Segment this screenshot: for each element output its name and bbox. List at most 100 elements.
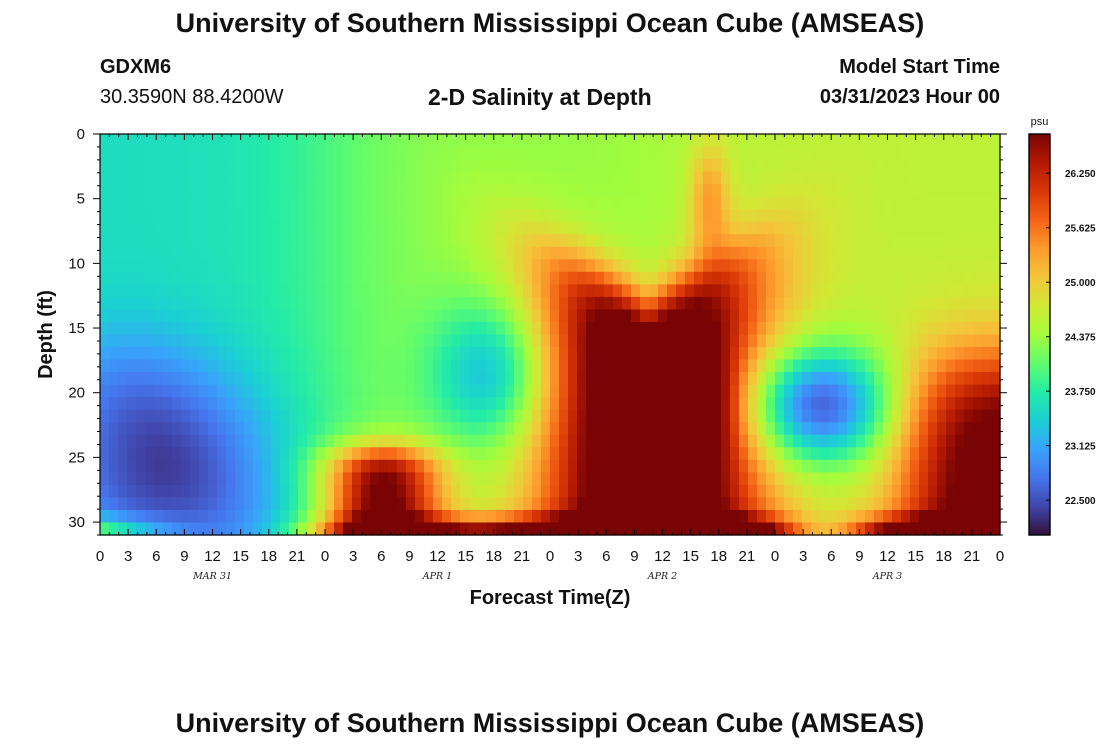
x-tick-label: 3 — [799, 548, 807, 565]
heatmap-cell — [379, 184, 389, 198]
heatmap-cell — [649, 434, 659, 448]
heatmap-cell — [262, 171, 272, 185]
heatmap-cell — [730, 184, 740, 198]
heatmap-cell — [649, 497, 659, 511]
heatmap-cell — [298, 509, 308, 524]
heatmap-cell — [982, 472, 992, 486]
heatmap-cell — [424, 209, 434, 223]
heatmap-cell — [316, 334, 326, 348]
heatmap-cell — [658, 422, 668, 436]
heatmap-cell — [190, 434, 200, 448]
heatmap-cell — [190, 271, 200, 285]
heatmap-cell — [649, 296, 659, 311]
heatmap-cell — [487, 347, 497, 361]
heatmap-cell — [235, 509, 245, 524]
heatmap-cell — [505, 196, 515, 210]
heatmap-cell — [595, 384, 605, 398]
heatmap-cell — [658, 221, 668, 235]
heatmap-cell — [937, 159, 947, 173]
heatmap-cell — [784, 234, 794, 248]
heatmap-cell — [307, 359, 317, 373]
heatmap-cell — [460, 159, 470, 173]
heatmap-cell — [532, 271, 542, 285]
heatmap-cell — [766, 184, 776, 198]
heatmap-cell — [919, 334, 929, 348]
heatmap-cell — [838, 284, 848, 298]
heatmap-cell — [181, 447, 191, 461]
heatmap-cell — [199, 334, 209, 348]
heatmap-cell — [469, 146, 479, 160]
heatmap-cell — [541, 447, 551, 461]
heatmap-cell — [757, 159, 767, 173]
heatmap-cell — [847, 134, 857, 148]
heatmap-cell — [289, 347, 299, 361]
heatmap-cell — [415, 397, 425, 411]
heatmap-cell — [928, 334, 938, 348]
heatmap-cell — [343, 221, 353, 235]
y-axis-label: Depth (ft) — [35, 290, 57, 379]
heatmap-cell — [730, 259, 740, 273]
heatmap-cell — [919, 321, 929, 336]
heatmap-cell — [100, 246, 110, 260]
heatmap-cell — [919, 384, 929, 398]
heatmap-cell — [991, 184, 1001, 198]
heatmap-cell — [577, 271, 587, 285]
heatmap-cell — [514, 271, 524, 285]
heatmap-cell — [919, 284, 929, 298]
heatmap-cell — [370, 159, 380, 173]
heatmap-cell — [379, 221, 389, 235]
heatmap-cell — [406, 334, 416, 348]
heatmap-cell — [865, 209, 875, 223]
heatmap-cell — [622, 321, 632, 336]
heatmap-cell — [118, 359, 128, 373]
heatmap-cell — [973, 296, 983, 311]
heatmap-cell — [910, 296, 920, 311]
heatmap-cell — [271, 409, 281, 423]
heatmap-cell — [586, 259, 596, 273]
heatmap-cell — [901, 146, 911, 160]
heatmap-cell — [109, 334, 119, 348]
heatmap-cell — [640, 484, 650, 499]
heatmap-cell — [478, 146, 488, 160]
heatmap-cell — [874, 372, 884, 386]
heatmap-cell — [334, 447, 344, 461]
x-tick-label: 6 — [827, 548, 835, 565]
heatmap-cell — [568, 359, 578, 373]
heatmap-cell — [964, 321, 974, 336]
heatmap-cell — [946, 497, 956, 511]
heatmap-cell — [946, 347, 956, 361]
heatmap-cell — [415, 509, 425, 524]
heatmap-cell — [334, 246, 344, 260]
heatmap-cell — [532, 321, 542, 336]
heatmap-cell — [811, 146, 821, 160]
heatmap-cell — [658, 309, 668, 323]
heatmap-cell — [712, 209, 722, 223]
heatmap-cell — [766, 159, 776, 173]
heatmap-cell — [343, 321, 353, 336]
heatmap-cell — [757, 459, 767, 473]
heatmap-cell — [289, 397, 299, 411]
heatmap-cell — [802, 384, 812, 398]
heatmap-cell — [505, 422, 515, 436]
heatmap-cell — [622, 334, 632, 348]
heatmap-cell — [622, 459, 632, 473]
heatmap-cell — [955, 259, 965, 273]
heatmap-cell — [532, 409, 542, 423]
heatmap-cell — [163, 522, 173, 536]
heatmap-cell — [973, 246, 983, 260]
heatmap-cell — [244, 221, 254, 235]
heatmap-cell — [937, 384, 947, 398]
heatmap-cell — [622, 472, 632, 486]
heatmap-cell — [136, 309, 146, 323]
heatmap-cell — [793, 259, 803, 273]
heatmap-cell — [622, 196, 632, 210]
heatmap-cell — [631, 184, 641, 198]
heatmap-cell — [964, 409, 974, 423]
heatmap-cell — [910, 184, 920, 198]
heatmap-cell — [730, 359, 740, 373]
heatmap-cell — [109, 447, 119, 461]
heatmap-cell — [739, 397, 749, 411]
heatmap-cell — [370, 284, 380, 298]
heatmap-cell — [190, 171, 200, 185]
heatmap-cell — [172, 372, 182, 386]
